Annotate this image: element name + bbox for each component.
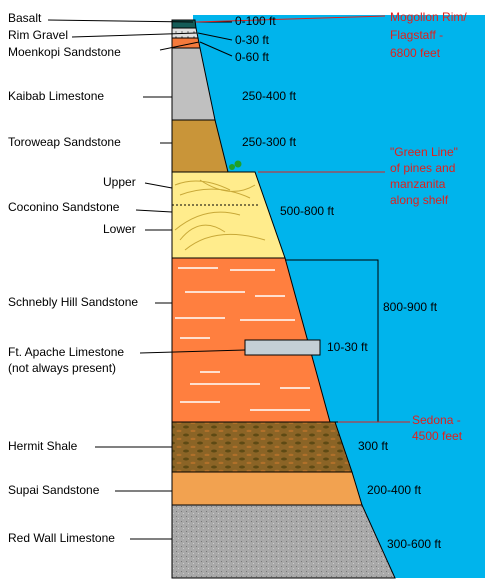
sky [193, 15, 485, 578]
thickness: 10-30 ft [327, 340, 368, 354]
leader [199, 41, 233, 57]
layer-part: Upper [103, 175, 136, 189]
thickness: 500-800 ft [280, 204, 335, 218]
leader [144, 182, 173, 189]
layer-note: (not always present) [8, 361, 116, 375]
layer-name: Supai Sandstone [8, 483, 100, 497]
pine-trees [229, 160, 242, 170]
cross-bedding [174, 179, 266, 251]
annotations: Mogollon Rim/ Flagstaff - 6800 feet "Gre… [390, 10, 467, 443]
leader [159, 41, 200, 51]
tree [229, 164, 235, 170]
thickness-labels: 0-100 ft 0-30 ft 0-60 ft 250-400 ft 250-… [235, 14, 442, 551]
strata [171, 19, 396, 579]
redwall-layer [171, 504, 396, 579]
layer-name: Kaibab Limestone [8, 89, 104, 103]
leader [139, 349, 246, 354]
supai-layer [171, 471, 363, 506]
layer-name: Basalt [8, 11, 42, 25]
annotation: 6800 feet [390, 46, 441, 60]
thickness: 200-400 ft [367, 483, 422, 497]
annotation: Flagstaff - [390, 28, 443, 42]
schnebly-bedding [175, 267, 310, 411]
layer-name: Rim Gravel [8, 28, 68, 42]
leader [197, 32, 233, 41]
hermit-layer [171, 421, 353, 473]
basalt-layer [171, 19, 197, 29]
ft-apache-lens [244, 339, 321, 356]
annotation: of pines and [390, 161, 455, 175]
thickness: 0-100 ft [235, 14, 276, 28]
annotation: Mogollon Rim/ [390, 10, 467, 24]
thickness: 300 ft [358, 439, 389, 453]
annotation: Sedona - [412, 413, 461, 427]
layer-name: Schnebly Hill Sandstone [8, 295, 138, 309]
leader [71, 32, 198, 38]
layer-names: Basalt Rim Gravel Moenkopi Sandstone Kai… [8, 11, 138, 545]
layer-part: Lower [103, 222, 136, 236]
annotation: 4500 feet [412, 429, 463, 443]
thickness: 250-300 ft [242, 135, 297, 149]
layer-name: Ft. Apache Limestone [8, 345, 124, 359]
layer-name: Hermit Shale [8, 439, 78, 453]
annotation: along shelf [390, 193, 449, 207]
annotation-line [195, 15, 386, 23]
thickness: 250-400 ft [242, 89, 297, 103]
thickness: 0-60 ft [235, 50, 270, 64]
tree [234, 160, 242, 168]
leader [47, 19, 194, 23]
thickness: 800-900 ft [383, 300, 438, 314]
layer-name: Toroweap Sandstone [8, 135, 121, 149]
layer-name: Moenkopi Sandstone [8, 45, 121, 59]
annotation: manzanita [390, 177, 446, 191]
thickness: 0-30 ft [235, 33, 270, 47]
layer-name: Coconino Sandstone [8, 200, 120, 214]
leader [135, 209, 173, 213]
layer-name: Red Wall Limestone [8, 531, 115, 545]
annotation: "Green Line" [390, 145, 458, 159]
leader-lines [47, 15, 410, 540]
thickness: 300-600 ft [387, 537, 442, 551]
